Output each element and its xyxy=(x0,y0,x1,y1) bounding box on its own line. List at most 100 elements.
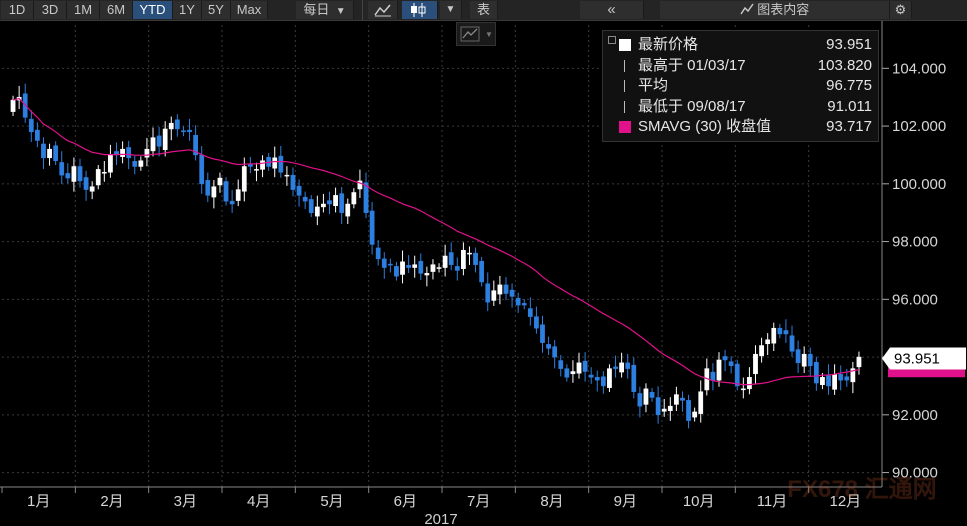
candle xyxy=(448,242,454,271)
candlestick-chart-icon[interactable] xyxy=(402,1,438,19)
candle xyxy=(698,380,704,423)
candle-body xyxy=(667,405,673,412)
candle-body xyxy=(430,264,436,272)
candle-body xyxy=(351,192,357,205)
y-tick-label: 100.000 xyxy=(892,176,946,193)
candle xyxy=(333,187,338,213)
candle xyxy=(424,266,430,287)
period-button-1d[interactable]: 1D xyxy=(1,1,34,19)
legend-row: 最高于 01/03/17 103.820 xyxy=(603,56,880,76)
candle-body xyxy=(162,128,168,150)
candle xyxy=(321,193,326,213)
legend-label: SMAVG (30) 收盘值 xyxy=(638,118,772,135)
chart-type-selector[interactable]: ▼ xyxy=(456,22,496,46)
legend-row: 最新价格 93.951 xyxy=(603,35,880,55)
last-price-label: 93.951 xyxy=(894,350,940,367)
candle xyxy=(10,95,16,116)
candle xyxy=(607,364,612,393)
candle xyxy=(114,142,119,166)
year-label: 2017 xyxy=(424,511,457,526)
candle-body xyxy=(41,143,46,159)
candle xyxy=(479,256,485,287)
period-button-1y[interactable]: 1Y xyxy=(173,1,202,19)
candle xyxy=(515,292,521,313)
chart-type-chevron-icon[interactable]: ▼ xyxy=(440,1,462,19)
candle xyxy=(53,141,59,166)
candle-body xyxy=(759,345,764,357)
candle-body xyxy=(600,376,606,387)
candle-body xyxy=(473,252,478,265)
candle xyxy=(637,386,643,418)
chart-content-button[interactable]: 图表内容 xyxy=(660,1,890,19)
candle-body xyxy=(582,360,588,372)
period-button-max[interactable]: Max xyxy=(231,1,268,19)
candle-body xyxy=(521,303,527,306)
candle xyxy=(138,156,144,171)
candle-body xyxy=(807,353,813,366)
line-chart-icon[interactable] xyxy=(368,1,398,19)
candle xyxy=(631,357,637,399)
candle-body xyxy=(771,327,777,344)
candle xyxy=(832,364,837,395)
filled-square-icon xyxy=(619,39,631,51)
frequency-dropdown[interactable]: 每日 ▼ xyxy=(296,1,354,19)
x-tick-label: 8月 xyxy=(540,493,563,510)
candle-body xyxy=(314,206,320,217)
y-tick-label: 102.000 xyxy=(892,118,946,135)
candle-body xyxy=(369,210,375,245)
legend-value: 96.775 xyxy=(826,77,872,94)
candles xyxy=(10,83,862,429)
candle-body xyxy=(594,377,600,381)
candle xyxy=(674,386,679,412)
candle-body xyxy=(631,364,637,392)
legend-row: 平均 96.775 xyxy=(603,76,880,96)
candle-body xyxy=(53,145,59,161)
candle-body xyxy=(199,154,205,185)
candle xyxy=(375,240,381,266)
collapse-panel-button[interactable]: « xyxy=(580,1,644,19)
candle xyxy=(296,179,302,207)
candle-body xyxy=(655,397,661,416)
period-button-ytd[interactable]: YTD xyxy=(133,1,173,19)
candle xyxy=(193,125,198,161)
candle-body xyxy=(59,162,65,176)
candle xyxy=(47,143,52,166)
y-tick-label: 104.000 xyxy=(892,60,946,77)
period-button-1m[interactable]: 1M xyxy=(67,1,100,19)
table-button[interactable]: 表 xyxy=(470,1,498,19)
candle-body xyxy=(83,177,89,190)
candle-body xyxy=(89,186,95,192)
chart-toolbar: 1D 3D 1M 6M YTD 1Y 5Y Max 每日 ▼ ▼ 表 « 图表内容 ⚙ xyxy=(0,0,967,21)
candle xyxy=(132,155,138,175)
candle xyxy=(534,306,539,334)
candle-body xyxy=(278,155,284,173)
candle xyxy=(205,172,211,203)
candle-body xyxy=(47,148,52,159)
gear-icon[interactable]: ⚙ xyxy=(890,1,912,19)
candle xyxy=(704,358,710,396)
candle xyxy=(308,195,314,218)
candle-body xyxy=(436,267,442,269)
candle-body xyxy=(643,388,649,405)
legend-label: 最新价格 xyxy=(638,36,699,53)
candle-body xyxy=(394,266,399,277)
candle-body xyxy=(442,255,448,268)
candle-body xyxy=(661,408,667,412)
candle-body xyxy=(412,264,418,268)
candle xyxy=(369,202,375,255)
period-button-3d[interactable]: 3D xyxy=(34,1,67,19)
candle xyxy=(540,315,545,353)
candle-body xyxy=(832,374,837,390)
candle xyxy=(521,299,527,310)
period-button-6m[interactable]: 6M xyxy=(100,1,133,19)
candle-body xyxy=(497,284,503,295)
candle-body xyxy=(101,172,107,174)
candle-body xyxy=(783,330,789,335)
candle-body xyxy=(637,393,643,407)
candle-body xyxy=(150,137,156,152)
legend-collapse-icon[interactable] xyxy=(608,36,616,44)
candle-body xyxy=(765,339,771,345)
period-button-5y[interactable]: 5Y xyxy=(202,1,231,19)
sma-line xyxy=(12,97,860,386)
candle-body xyxy=(254,169,259,171)
